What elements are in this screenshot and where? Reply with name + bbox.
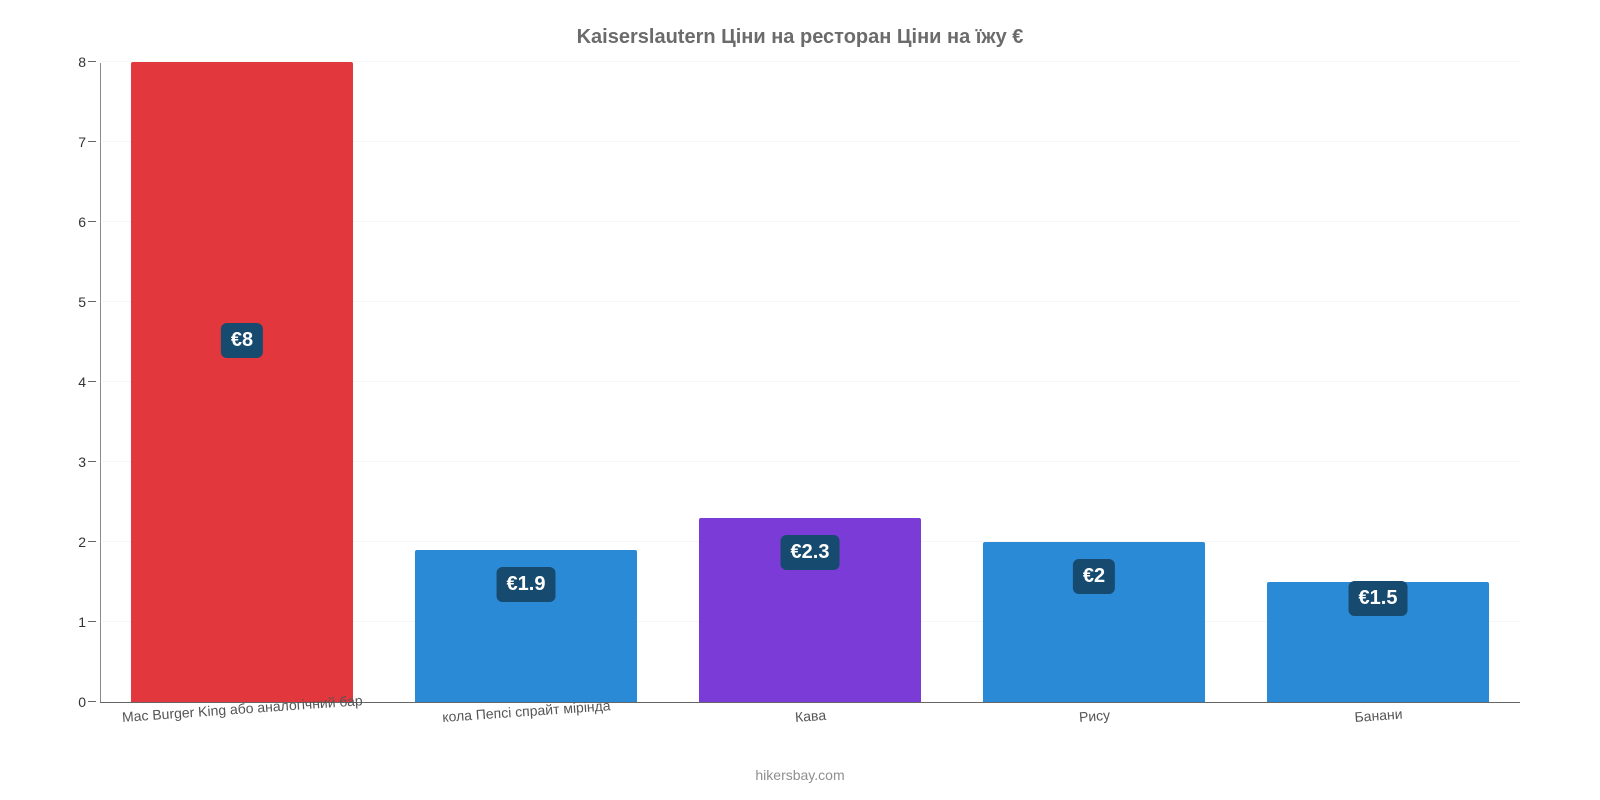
value-badge: €1.9	[497, 567, 556, 602]
y-axis-label: 8	[50, 54, 86, 70]
y-tick	[88, 461, 96, 462]
value-badge: €8	[221, 323, 263, 358]
y-tick	[88, 301, 96, 302]
x-slot: Кава	[668, 703, 952, 763]
value-badge: €2	[1073, 559, 1115, 594]
x-axis: Mac Burger King або аналогічний баркола …	[100, 703, 1520, 763]
x-axis-label: Рису	[1078, 707, 1110, 725]
x-slot: кола Пепсі спрайт мірінда	[384, 703, 668, 763]
x-axis-label: Кава	[794, 707, 826, 725]
y-axis-label: 7	[50, 134, 86, 150]
y-tick	[88, 221, 96, 222]
bars-container: €8 €1.9 €2.3 €2 €1.5	[100, 63, 1520, 702]
chart-title: Kaiserslautern Ціни на ресторан Ціни на …	[40, 26, 1560, 49]
y-axis-label: 1	[50, 614, 86, 630]
y-tick	[88, 541, 96, 542]
y-axis-label: 4	[50, 374, 86, 390]
x-slot: Банани	[1236, 703, 1520, 763]
x-slot: Mac Burger King або аналогічний бар	[100, 703, 384, 763]
plot-area: €8€1.9€2.3€2€1.5 012345678	[100, 63, 1520, 703]
y-tick	[88, 621, 96, 622]
y-tick	[88, 381, 96, 382]
y-tick	[88, 141, 96, 142]
chart-container: Kaiserslautern Ціни на ресторан Ціни на …	[0, 0, 1600, 800]
bar-slot: €1.9	[384, 63, 668, 702]
y-axis-label: 2	[50, 534, 86, 550]
value-badge: €1.5	[1349, 581, 1408, 616]
bar-slot: €2.3	[668, 63, 952, 702]
y-axis-label: 6	[50, 214, 86, 230]
y-axis-label: 3	[50, 454, 86, 470]
value-badge: €2.3	[781, 535, 840, 570]
x-slot: Рису	[952, 703, 1236, 763]
y-tick	[88, 701, 96, 702]
y-axis-label: 5	[50, 294, 86, 310]
x-axis-label: Банани	[1354, 706, 1403, 725]
bar-slot: €1.5	[1236, 63, 1520, 702]
bar-slot: €8	[100, 63, 384, 702]
bar-slot: €2	[952, 63, 1236, 702]
y-tick	[88, 61, 96, 62]
y-axis-label: 0	[50, 694, 86, 710]
chart-credit: hikersbay.com	[40, 767, 1560, 783]
bar	[131, 62, 353, 702]
